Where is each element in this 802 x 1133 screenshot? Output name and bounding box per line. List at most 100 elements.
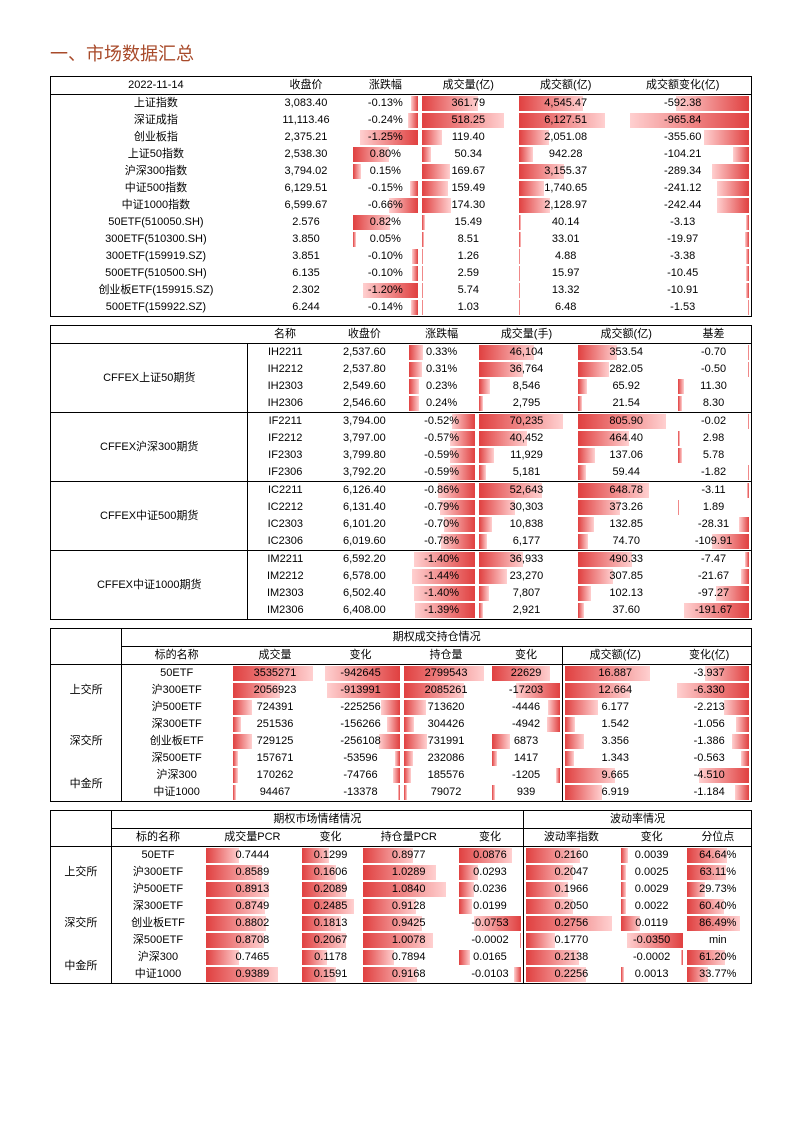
data-cell: IM2212 xyxy=(248,568,322,585)
data-cell: IC2211 xyxy=(248,482,322,500)
data-cell: 0.2160 xyxy=(524,847,619,865)
data-cell: 159.49 xyxy=(420,180,517,197)
data-cell: 52,643 xyxy=(477,482,577,500)
data-cell: 74.70 xyxy=(576,533,676,551)
col-close: 收盘价 xyxy=(261,77,351,95)
data-cell: 沪深300指数 xyxy=(51,163,261,180)
options-oi-table: 期权成交持仓情况 标的名称 成交量 变化 持仓量 变化 成交额(亿) 变化(亿)… xyxy=(50,628,752,802)
data-cell: 61.20% xyxy=(685,949,752,966)
data-cell: 0.1299 xyxy=(300,847,360,865)
page-title: 一、市场数据汇总 xyxy=(50,40,752,66)
data-cell: 0.1591 xyxy=(300,966,360,984)
data-cell: 3,794.00 xyxy=(322,413,406,431)
data-cell: 22629 xyxy=(490,665,563,683)
data-cell: 2,537.60 xyxy=(322,344,406,362)
futures-group-label: CFFEX中证500期货 xyxy=(51,482,248,551)
data-cell: 64.64% xyxy=(685,847,752,865)
data-cell: 6.135 xyxy=(261,265,351,282)
data-cell: 中证1000 xyxy=(111,966,204,984)
data-cell: -965.84 xyxy=(614,112,751,129)
data-cell: 46,104 xyxy=(477,344,577,362)
col-volchg3: 变化 xyxy=(319,647,402,665)
data-cell: -2.213 xyxy=(667,699,751,716)
col-opcr-chg: 变化 xyxy=(457,829,524,847)
col-iv: 波动率指数 xyxy=(524,829,619,847)
data-cell: 300ETF(510300.SH) xyxy=(51,231,261,248)
data-cell: 0.8708 xyxy=(204,932,300,949)
data-cell: 4,545.47 xyxy=(517,95,614,113)
data-cell: -0.52% xyxy=(407,413,477,431)
col-vpcr-chg: 变化 xyxy=(300,829,360,847)
data-cell: 6873 xyxy=(490,733,563,750)
data-cell: 0.1606 xyxy=(300,864,360,881)
col-turnover-chg: 成交额变化(亿) xyxy=(614,77,751,95)
data-cell: -0.14% xyxy=(351,299,419,317)
data-cell: 0.9128 xyxy=(361,898,457,915)
data-cell: 0.8749 xyxy=(204,898,300,915)
data-cell: -0.57% xyxy=(407,430,477,447)
data-cell: 6,408.00 xyxy=(322,602,406,620)
data-cell: 1.542 xyxy=(563,716,668,733)
data-cell: 2.98 xyxy=(676,430,751,447)
col-underlying3: 标的名称 xyxy=(122,647,231,665)
data-cell: 157671 xyxy=(231,750,319,767)
data-cell: 174.30 xyxy=(420,197,517,214)
data-cell: 1417 xyxy=(490,750,563,767)
data-cell: 深证成指 xyxy=(51,112,261,129)
data-cell: 0.31% xyxy=(407,361,477,378)
data-cell: 94467 xyxy=(231,784,319,802)
data-cell: -0.79% xyxy=(407,499,477,516)
data-cell: -1.20% xyxy=(351,282,419,299)
data-cell: 0.0029 xyxy=(619,881,685,898)
exchange-label: 深交所 xyxy=(51,716,122,767)
data-cell: -1.40% xyxy=(407,551,477,569)
data-cell: 21.54 xyxy=(576,395,676,413)
data-cell: -3.937 xyxy=(667,665,751,683)
data-cell: 0.2138 xyxy=(524,949,619,966)
data-cell: IH2303 xyxy=(248,378,322,395)
options-sentiment-table: 期权市场情绪情况 波动率情况 标的名称 成交量PCR 变化 持仓量PCR 变化 … xyxy=(50,810,752,984)
data-cell: -0.10% xyxy=(351,248,419,265)
data-cell: 0.9168 xyxy=(361,966,457,984)
data-cell: 2085261 xyxy=(402,682,490,699)
futures-table: 名称 收盘价 涨跌幅 成交量(手) 成交额(亿) 基差 CFFEX上证50期货I… xyxy=(50,325,752,620)
data-cell: 50ETF xyxy=(122,665,231,683)
market-index-table: 2022-11-14 收盘价 涨跌幅 成交量(亿) 成交额(亿) 成交额变化(亿… xyxy=(50,76,752,317)
data-cell: 353.54 xyxy=(576,344,676,362)
data-cell: 0.1813 xyxy=(300,915,360,932)
futures-group-label: CFFEX沪深300期货 xyxy=(51,413,248,482)
data-cell: -0.13% xyxy=(351,95,419,113)
data-cell: 3.850 xyxy=(261,231,351,248)
data-cell: 沪深300 xyxy=(122,767,231,784)
data-cell: 0.0119 xyxy=(619,915,685,932)
data-cell: -53596 xyxy=(319,750,402,767)
data-cell: -1.386 xyxy=(667,733,751,750)
data-cell: -0.59% xyxy=(407,447,477,464)
exchange-label: 中金所 xyxy=(51,949,112,984)
data-cell: 创业板ETF xyxy=(122,733,231,750)
data-cell: 0.0025 xyxy=(619,864,685,881)
data-cell: IM2306 xyxy=(248,602,322,620)
col-chgpct2: 涨跌幅 xyxy=(407,326,477,344)
data-cell: -1.39% xyxy=(407,602,477,620)
data-cell: 731991 xyxy=(402,733,490,750)
data-cell: -289.34 xyxy=(614,163,751,180)
col-vol2: 成交量(手) xyxy=(477,326,577,344)
data-cell: 6.244 xyxy=(261,299,351,317)
data-cell: IF2212 xyxy=(248,430,322,447)
data-cell: 0.33% xyxy=(407,344,477,362)
col-oichg3: 变化 xyxy=(490,647,563,665)
data-cell: -0.86% xyxy=(407,482,477,500)
data-cell: -0.10% xyxy=(351,265,419,282)
data-cell: 2,051.08 xyxy=(517,129,614,146)
data-cell: 65.92 xyxy=(576,378,676,395)
data-cell: 3,799.80 xyxy=(322,447,406,464)
col-oi3: 持仓量 xyxy=(402,647,490,665)
data-cell: -21.67 xyxy=(676,568,751,585)
data-cell: 0.0876 xyxy=(457,847,524,865)
data-cell: 36,764 xyxy=(477,361,577,378)
data-cell: 2.576 xyxy=(261,214,351,231)
data-cell: 805.90 xyxy=(576,413,676,431)
exchange-label: 上交所 xyxy=(51,665,122,717)
data-cell: -225256 xyxy=(319,699,402,716)
